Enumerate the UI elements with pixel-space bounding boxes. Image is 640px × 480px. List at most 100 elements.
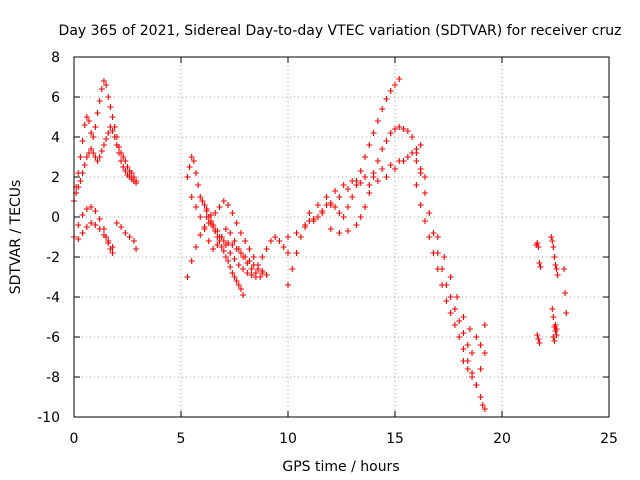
- series-arc-3: [71, 204, 116, 256]
- data-point: [434, 266, 441, 272]
- data-point: [88, 220, 95, 226]
- y-tick-label: 0: [51, 210, 60, 226]
- data-point: [186, 164, 193, 170]
- data-point: [240, 266, 247, 272]
- x-tick-label: 25: [600, 431, 618, 447]
- data-point: [473, 382, 480, 388]
- data-point: [464, 366, 471, 372]
- data-point: [229, 242, 236, 248]
- series-arc-4: [75, 220, 116, 250]
- data-point: [477, 342, 484, 348]
- axis-ticks: [73, 56, 610, 418]
- data-point: [447, 310, 454, 316]
- data-point: [216, 204, 223, 210]
- data-point: [553, 326, 560, 332]
- data-point: [340, 214, 347, 220]
- data-point: [327, 202, 334, 208]
- data-point: [197, 214, 204, 220]
- y-tick-label: 4: [51, 130, 60, 146]
- data-point: [220, 248, 227, 254]
- y-tick-label: -8: [46, 370, 60, 386]
- y-tick-label: -6: [46, 330, 60, 346]
- x-tick-label: 15: [386, 431, 404, 447]
- data-point: [535, 244, 542, 250]
- data-point: [430, 230, 437, 236]
- data-point: [201, 226, 208, 232]
- data-point: [83, 114, 90, 120]
- data-point: [370, 130, 377, 136]
- data-point: [192, 244, 199, 250]
- data-point: [207, 220, 214, 226]
- data-point: [92, 208, 99, 214]
- data-point: [460, 314, 467, 320]
- data-point: [109, 250, 116, 256]
- data-point: [426, 210, 433, 216]
- data-point: [259, 254, 266, 260]
- data-point: [289, 266, 296, 272]
- data-point: [237, 286, 244, 292]
- y-tick-label: -2: [46, 250, 60, 266]
- data-point: [456, 318, 463, 324]
- data-point: [118, 224, 125, 230]
- data-point: [383, 96, 390, 102]
- x-axis-label: GPS time / hours: [282, 459, 399, 475]
- data-point: [201, 202, 208, 208]
- data-point: [218, 244, 225, 250]
- data-point: [550, 244, 557, 250]
- data-point: [257, 274, 264, 280]
- y-tick-labels: -10 -8 -6 -4 -2 0 2 4 6 8: [37, 50, 60, 426]
- data-point: [549, 238, 556, 244]
- data-point: [319, 210, 326, 216]
- data-point: [451, 322, 458, 328]
- data-point: [549, 306, 556, 312]
- data-point: [447, 294, 454, 300]
- data-point: [460, 346, 467, 352]
- data-point: [310, 218, 317, 224]
- data-point: [285, 234, 291, 240]
- x-tick-label: 0: [70, 431, 79, 447]
- y-tick-label: 6: [51, 90, 60, 106]
- series-arc-17: [434, 234, 488, 356]
- data-point: [421, 218, 428, 224]
- data-point: [242, 238, 249, 244]
- data-point: [479, 402, 486, 408]
- data-point: [225, 240, 232, 246]
- data-point: [75, 184, 82, 190]
- data-point: [349, 178, 356, 184]
- data-point: [90, 150, 97, 156]
- data-point: [103, 82, 110, 88]
- data-point: [379, 106, 386, 112]
- data-point: [469, 374, 476, 380]
- data-point: [94, 158, 101, 164]
- data-point: [477, 366, 484, 372]
- data-point: [250, 262, 257, 268]
- data-point: [548, 234, 555, 240]
- data-point: [379, 166, 386, 172]
- data-point: [353, 222, 360, 228]
- data-point: [205, 238, 212, 244]
- data-point: [392, 126, 398, 132]
- data-point: [188, 194, 195, 200]
- data-point: [554, 272, 561, 278]
- data-point: [88, 204, 95, 210]
- data-point: [456, 334, 463, 340]
- data-point: [413, 182, 420, 188]
- data-point: [227, 264, 234, 270]
- data-point: [96, 226, 103, 232]
- data-point: [107, 104, 114, 110]
- data-point: [302, 224, 309, 230]
- data-point: [441, 254, 448, 260]
- x-tick-label: 10: [279, 431, 297, 447]
- data-point: [323, 194, 330, 200]
- data-point: [233, 220, 240, 226]
- data-point: [133, 246, 140, 252]
- data-point: [111, 134, 118, 140]
- data-point: [113, 142, 120, 148]
- series-arc-2: [73, 124, 140, 196]
- data-point: [220, 238, 227, 244]
- data-point: [227, 230, 234, 236]
- data-point: [413, 150, 420, 156]
- data-point: [235, 262, 242, 268]
- data-point: [263, 272, 270, 278]
